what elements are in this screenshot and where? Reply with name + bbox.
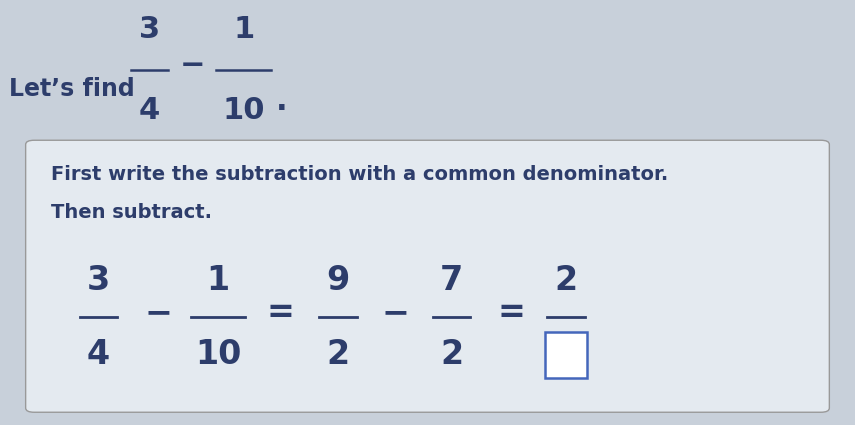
Text: 9: 9 (326, 264, 350, 297)
Text: 1: 1 (206, 264, 230, 297)
Text: Then subtract.: Then subtract. (51, 203, 212, 222)
Text: 10: 10 (222, 96, 265, 125)
Text: −: − (180, 51, 205, 80)
Text: 10: 10 (195, 338, 241, 371)
FancyBboxPatch shape (26, 140, 829, 412)
Text: 3: 3 (86, 264, 110, 297)
Text: 4: 4 (139, 96, 160, 125)
Text: Let’s find: Let’s find (9, 77, 134, 101)
Text: 1: 1 (233, 15, 254, 44)
FancyBboxPatch shape (545, 332, 587, 378)
Text: 4: 4 (86, 338, 110, 371)
Text: =: = (498, 296, 525, 329)
Text: 7: 7 (439, 264, 463, 297)
Text: .: . (276, 88, 288, 116)
Text: 2: 2 (439, 338, 463, 371)
Text: −: − (381, 296, 409, 329)
Text: 3: 3 (139, 15, 160, 44)
Text: 2: 2 (554, 264, 578, 297)
Text: First write the subtraction with a common denominator.: First write the subtraction with a commo… (51, 165, 669, 184)
Text: =: = (267, 296, 294, 329)
Text: 2: 2 (326, 338, 350, 371)
Text: −: − (144, 296, 172, 329)
